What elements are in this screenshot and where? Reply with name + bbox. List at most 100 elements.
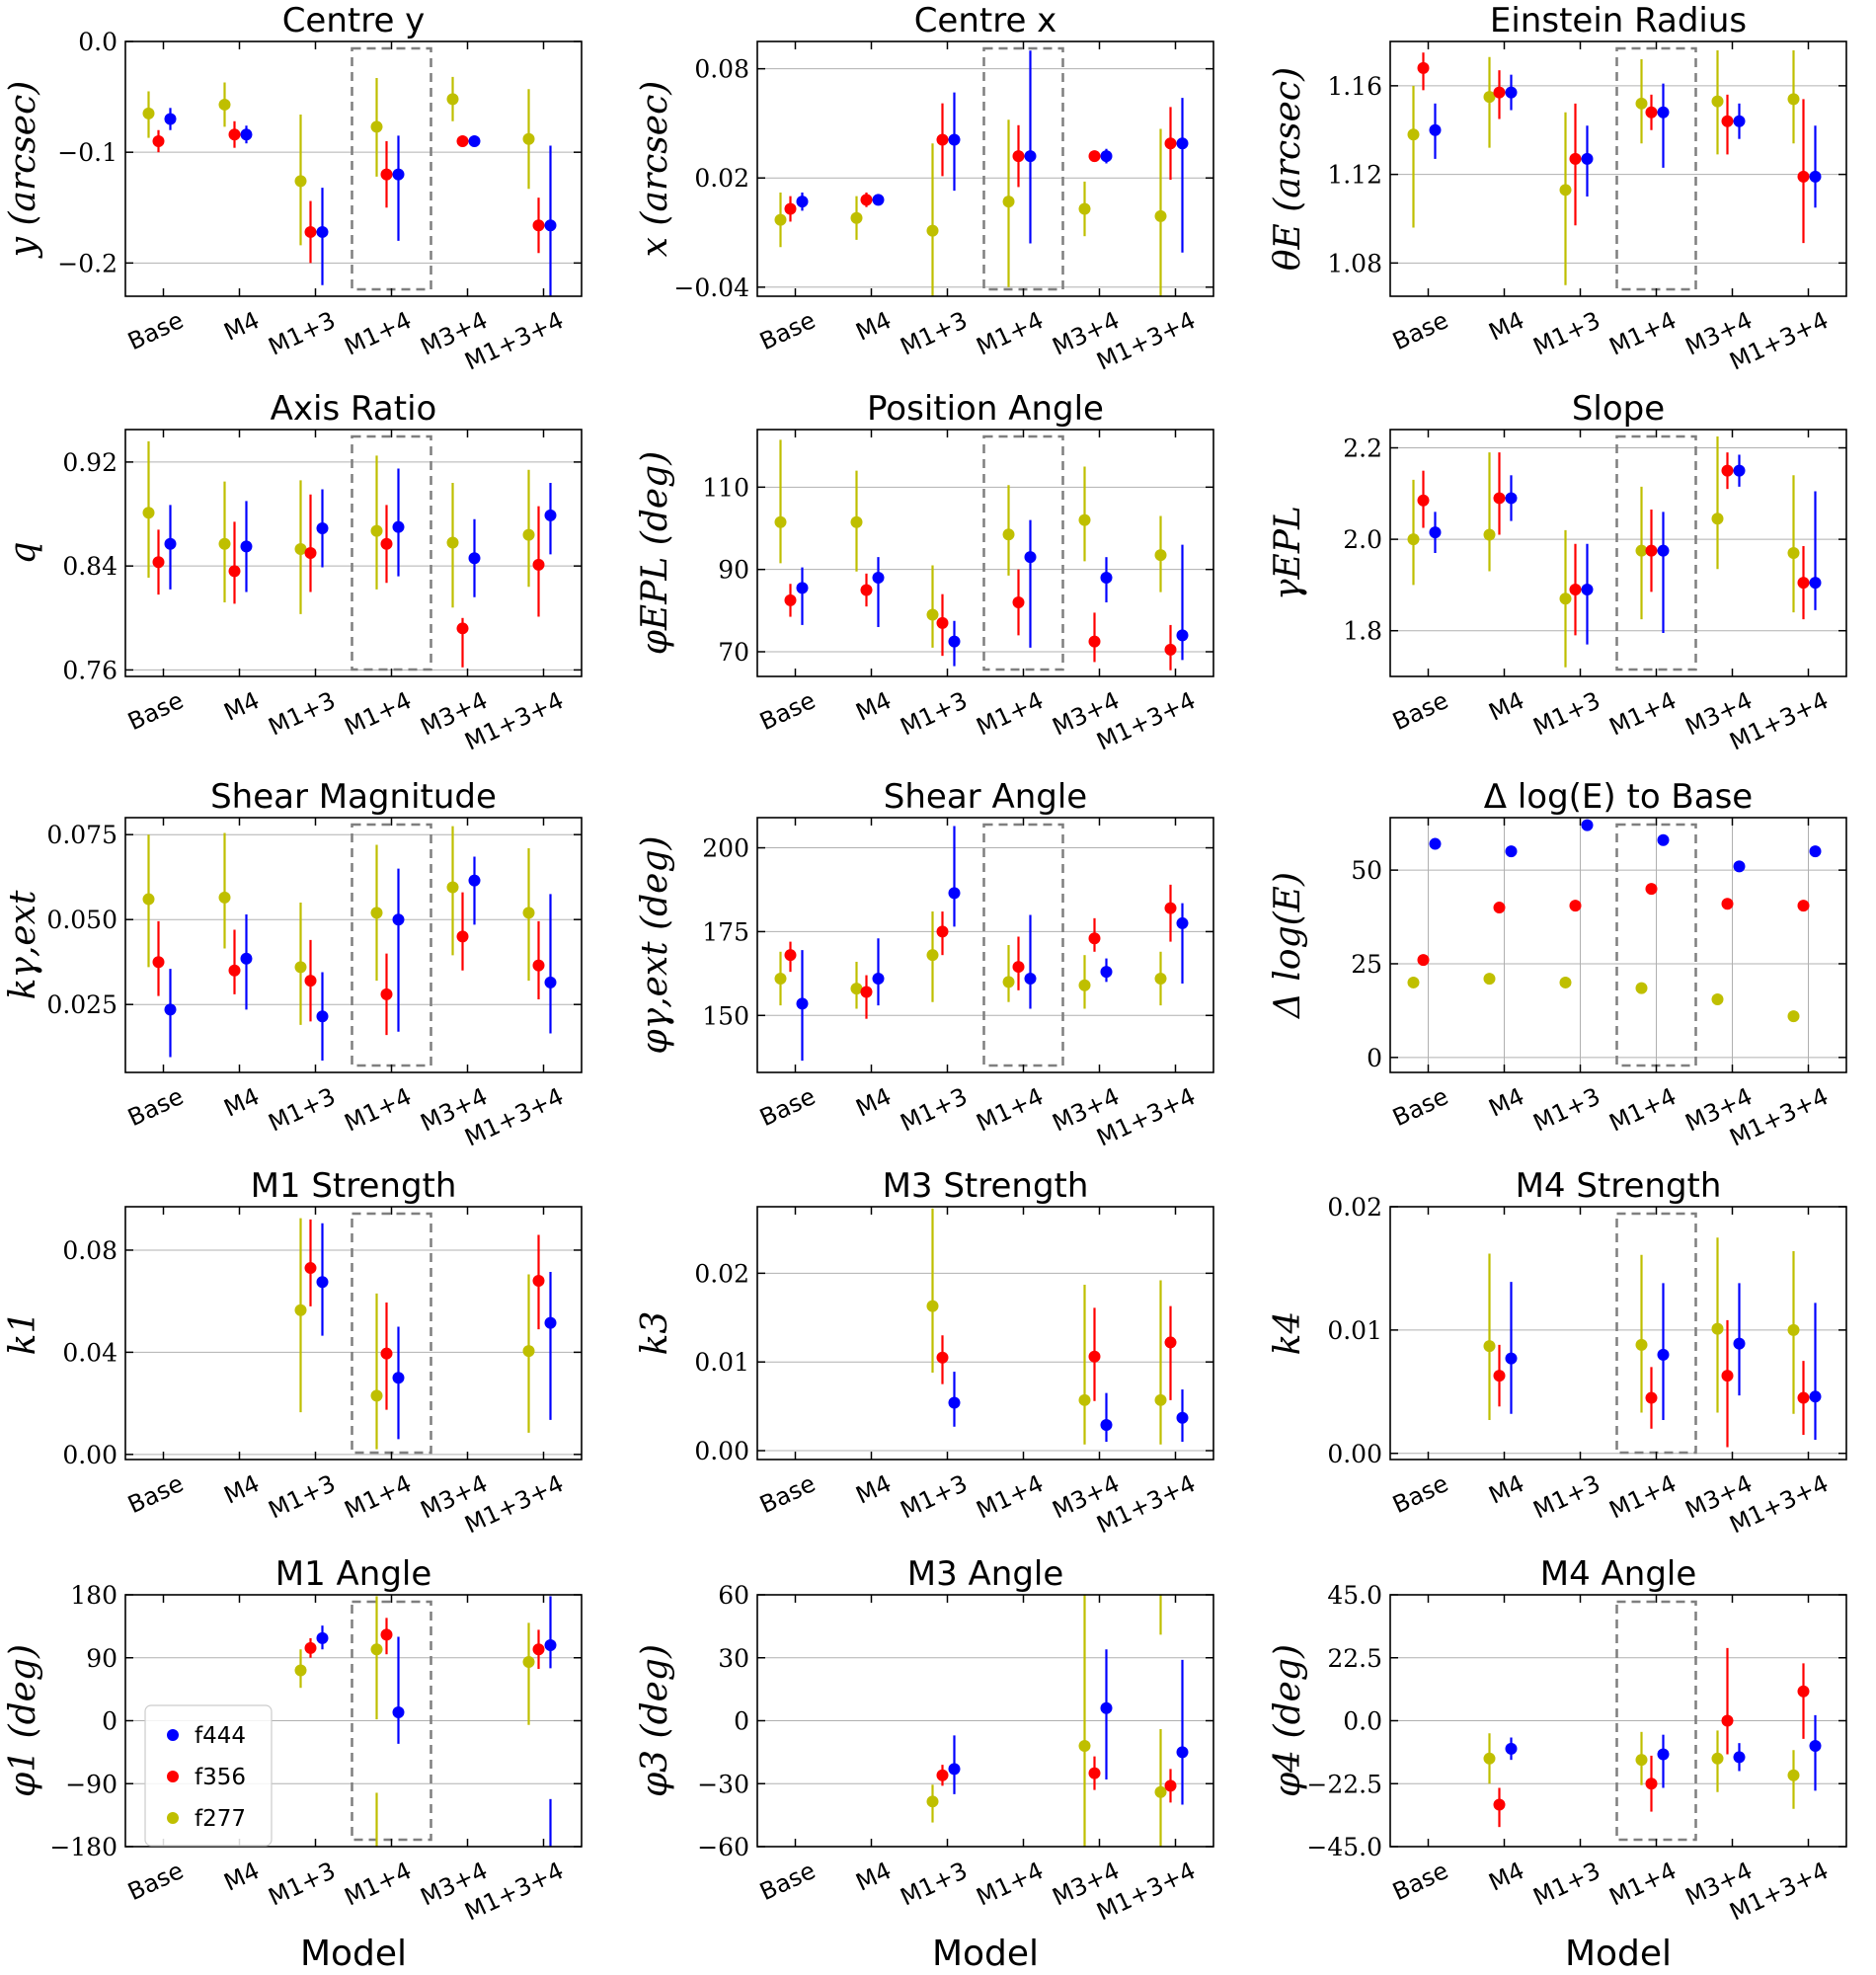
data-point-f356	[152, 134, 165, 147]
data-point-f277	[1078, 1740, 1091, 1752]
data-point-f444	[1176, 1411, 1189, 1424]
data-point-f444	[1505, 86, 1518, 99]
highlight-box	[351, 823, 432, 1067]
data-point-f444	[1100, 966, 1113, 979]
x-tick-label: Base	[123, 1469, 188, 1519]
data-point-f277	[522, 1656, 535, 1668]
data-point-f444	[1657, 1748, 1670, 1761]
data-point-f444	[1581, 584, 1594, 596]
x-tick-label: M4	[220, 1856, 264, 1897]
data-point-f277	[446, 881, 459, 894]
y-axis-label: x (arcsec)	[635, 81, 675, 258]
data-point-f444	[948, 133, 961, 146]
x-tick-label: M1+3	[265, 1469, 341, 1525]
data-point-f277	[218, 891, 231, 904]
x-tick-label: M1+3	[265, 1856, 341, 1912]
data-point-f356	[304, 975, 317, 988]
y-tick-label: 0.02	[1327, 1193, 1382, 1222]
x-tick-label: Base	[123, 306, 188, 356]
data-point-f444	[392, 168, 405, 181]
data-point-f356	[1797, 1685, 1810, 1698]
highlight-box	[1615, 1212, 1697, 1455]
data-point-f444	[544, 976, 557, 988]
x-tick-label: M1+4	[1605, 1082, 1681, 1138]
x-tick-label: M1+3	[897, 1469, 973, 1525]
data-point-f356	[228, 565, 241, 578]
data-point-f356	[1417, 61, 1430, 74]
y-tick-label: 30	[718, 1644, 749, 1673]
data-point-f277	[1559, 976, 1572, 988]
y-tick-label: 45.0	[1327, 1581, 1382, 1610]
x-axis-label: Model	[1565, 1934, 1672, 1974]
x-tick-label: Base	[755, 1469, 820, 1519]
x-tick-label: M4	[1485, 1469, 1528, 1510]
data-point-f356	[1164, 643, 1177, 656]
data-point-f444	[1733, 860, 1746, 873]
x-tick-label: M1+4	[973, 1856, 1049, 1912]
axes-frame	[756, 40, 1214, 297]
data-point-f277	[370, 120, 383, 133]
y-tick-label: 90	[86, 1644, 117, 1673]
data-point-f277	[1711, 513, 1724, 525]
data-point-f356	[1797, 170, 1810, 183]
data-point-f356	[228, 964, 241, 977]
x-tick-label: Base	[1388, 1082, 1452, 1132]
panel-title: M4 Angle	[1540, 1554, 1697, 1594]
data-point-f277	[1559, 184, 1572, 197]
x-tick-label: M4	[1485, 306, 1528, 347]
data-point-f277	[294, 1664, 307, 1677]
highlight-box	[1615, 46, 1697, 291]
data-point-f277	[1002, 528, 1015, 541]
data-point-f277	[1154, 1393, 1167, 1406]
data-point-f356	[304, 547, 317, 559]
y-tick-label: −0.04	[673, 274, 749, 302]
y-tick-label: 150	[702, 1001, 749, 1030]
data-point-f277	[1635, 1754, 1648, 1767]
highlight-box	[982, 823, 1064, 1067]
y-tick-label: −0.2	[57, 249, 117, 277]
data-point-f277	[294, 543, 307, 556]
y-tick-label: 0	[102, 1707, 117, 1736]
data-point-f444	[392, 1706, 405, 1718]
data-point-f444	[544, 509, 557, 521]
panel-title: Δ log(E) to Base	[1484, 777, 1753, 817]
highlight-box	[982, 434, 1064, 672]
y-axis-label: φEPL (deg)	[635, 451, 675, 656]
x-tick-label: M4	[852, 1082, 896, 1123]
data-point-f277	[926, 1300, 939, 1312]
x-tick-label: M1+3	[897, 306, 973, 361]
y-tick-label: 0.02	[694, 1259, 749, 1288]
y-tick-label: 0.00	[1327, 1440, 1382, 1468]
x-tick-label: M4	[852, 1856, 896, 1897]
data-point-f277	[1787, 1010, 1800, 1023]
data-point-f277	[1787, 93, 1800, 106]
x-tick-label: M1+3	[1529, 1469, 1605, 1525]
data-point-f356	[860, 194, 873, 206]
data-point-f356	[1164, 137, 1177, 150]
x-tick-label: Base	[755, 1856, 820, 1906]
legend-label-f277: f277	[195, 1806, 246, 1832]
data-point-f444	[1024, 150, 1037, 163]
data-point-f356	[1088, 932, 1101, 945]
data-point-f277	[370, 1643, 383, 1656]
data-point-f444	[1657, 1348, 1670, 1361]
x-tick-label: M4	[1485, 686, 1528, 727]
y-tick-label: −0.1	[57, 138, 117, 167]
data-point-f277	[774, 515, 787, 528]
y-tick-label: 2.0	[1343, 525, 1382, 554]
data-point-f356	[380, 168, 393, 181]
x-tick-label: M1+4	[341, 1856, 417, 1912]
data-point-f356	[456, 930, 469, 943]
data-point-f356	[936, 1769, 949, 1781]
legend-marker-f277	[167, 1812, 179, 1824]
data-point-f356	[860, 584, 873, 596]
x-tick-label: Base	[123, 686, 188, 736]
data-point-f277	[1078, 514, 1091, 526]
panel-title: Position Angle	[867, 389, 1104, 429]
x-tick-label: M4	[220, 306, 264, 347]
